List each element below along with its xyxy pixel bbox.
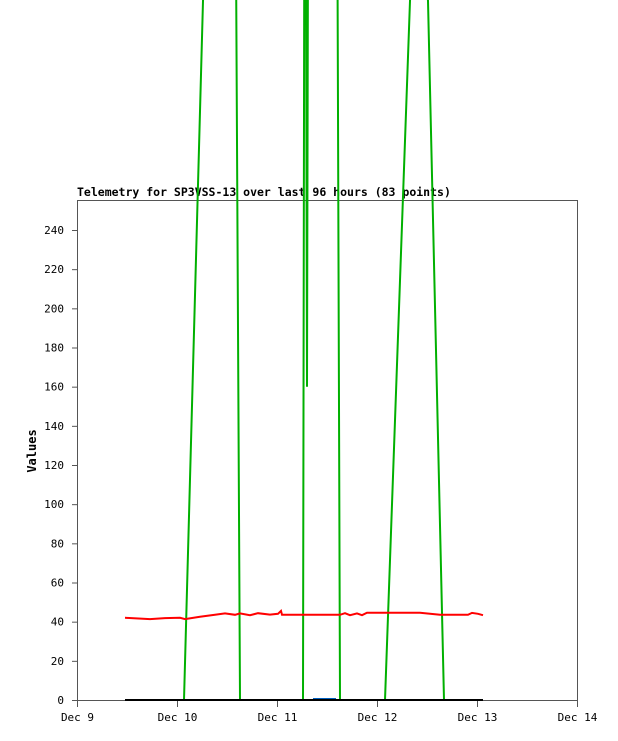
y-tick-label: 120	[44, 459, 64, 472]
series-line-0	[183, 0, 445, 701]
x-tick-label: Dec 12	[358, 711, 398, 724]
y-tick-label: 220	[44, 263, 64, 276]
y-axis-label: Values	[25, 429, 39, 472]
series-line-1	[124, 608, 484, 621]
y-tick-label: 60	[51, 577, 64, 590]
y-tick-label: 80	[51, 537, 64, 550]
y-tick-label: 240	[44, 224, 64, 237]
y-tick-label: 0	[57, 694, 64, 707]
x-tick-label: Dec 9	[61, 711, 94, 724]
y-tick-label: 180	[44, 342, 64, 355]
y-tick-label: 200	[44, 302, 64, 315]
x-tick-label: Dec 10	[158, 711, 198, 724]
y-tick-label: 140	[44, 420, 64, 433]
y-tick-label: 160	[44, 381, 64, 394]
y-tick-label: 20	[51, 655, 64, 668]
chart-title: Telemetry for SP3VSS-13 over last 96 hou…	[77, 185, 451, 199]
y-tick-label: 100	[44, 498, 64, 511]
y-tick-label: 40	[51, 616, 64, 629]
plot-frame	[77, 200, 578, 701]
x-tick-label: Dec 11	[258, 711, 298, 724]
x-tick-label: Dec 14	[558, 711, 598, 724]
x-tick-label: Dec 13	[458, 711, 498, 724]
